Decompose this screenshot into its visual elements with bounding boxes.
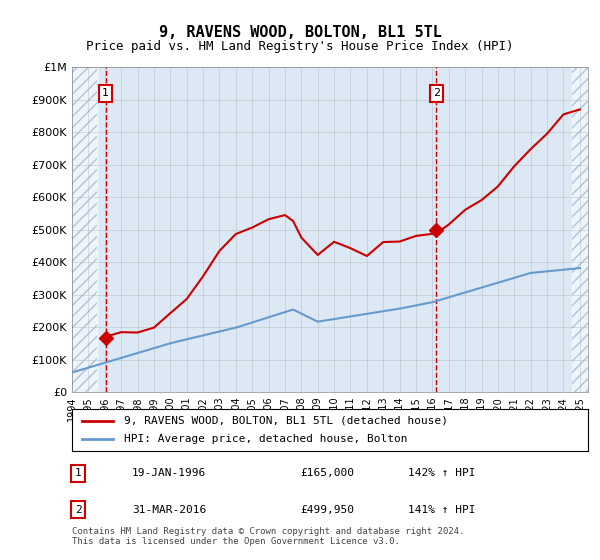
Text: 142% ↑ HPI: 142% ↑ HPI	[408, 468, 476, 478]
Text: £165,000: £165,000	[300, 468, 354, 478]
Text: 2: 2	[74, 505, 82, 515]
Text: 1: 1	[74, 468, 82, 478]
Text: 9, RAVENS WOOD, BOLTON, BL1 5TL: 9, RAVENS WOOD, BOLTON, BL1 5TL	[158, 25, 442, 40]
Text: 141% ↑ HPI: 141% ↑ HPI	[408, 505, 476, 515]
Polygon shape	[72, 67, 97, 392]
Text: 2: 2	[433, 88, 440, 98]
Text: HPI: Average price, detached house, Bolton: HPI: Average price, detached house, Bolt…	[124, 434, 407, 444]
Text: 9, RAVENS WOOD, BOLTON, BL1 5TL (detached house): 9, RAVENS WOOD, BOLTON, BL1 5TL (detache…	[124, 416, 448, 426]
Polygon shape	[572, 67, 588, 392]
Text: Contains HM Land Registry data © Crown copyright and database right 2024.
This d: Contains HM Land Registry data © Crown c…	[72, 526, 464, 546]
Text: 19-JAN-1996: 19-JAN-1996	[132, 468, 206, 478]
Text: Price paid vs. HM Land Registry's House Price Index (HPI): Price paid vs. HM Land Registry's House …	[86, 40, 514, 53]
Text: £499,950: £499,950	[300, 505, 354, 515]
Text: 31-MAR-2016: 31-MAR-2016	[132, 505, 206, 515]
Text: 1: 1	[102, 88, 109, 98]
